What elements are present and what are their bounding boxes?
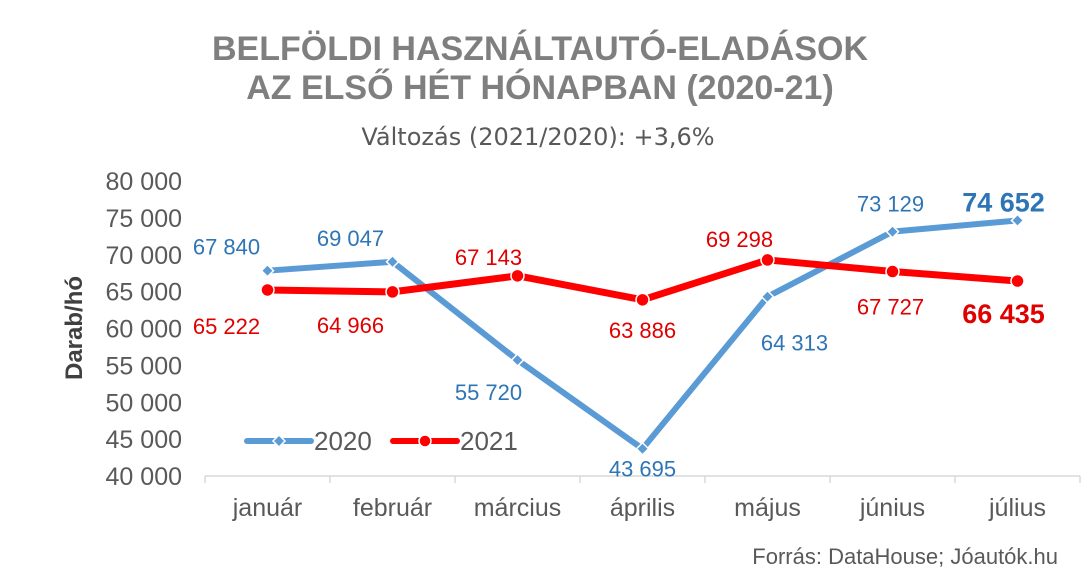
data-point-2020: [635, 441, 650, 456]
data-point-2021: [385, 284, 400, 300]
legend: 2020 2021: [244, 426, 518, 456]
data-label-2020: 55 720: [455, 380, 522, 405]
data-label-2020: 73 129: [857, 192, 924, 217]
x-tick-label: július: [988, 494, 1046, 522]
y-tick-label: 80 000: [106, 168, 182, 196]
series-data-labels: 67 840 69 047 55 720 43 695 64 313 73 129 74 6…: [193, 187, 1045, 481]
data-label-2020: 67 840: [193, 235, 260, 260]
data-point-2021: [635, 292, 650, 308]
data-label-2021: 67 143: [455, 245, 522, 270]
y-axis: 40 000 45 000 50 000 55 000 60 000 65 000 70 0…: [106, 168, 182, 491]
y-tick-label: 50 000: [106, 389, 182, 417]
data-point-2021: [1010, 273, 1025, 289]
data-label-2021: 67 727: [857, 295, 924, 320]
data-label-2020: 43 695: [609, 457, 676, 482]
data-label-2020: 69 047: [317, 226, 384, 251]
y-tick-label: 60 000: [106, 316, 182, 344]
x-tick-label: április: [610, 494, 675, 522]
data-point-2020: [260, 263, 275, 278]
data-label-2021: 64 966: [317, 313, 384, 338]
data-point-2020: [1010, 213, 1025, 228]
data-label-2021: 69 298: [706, 227, 773, 252]
data-label-2021: 63 886: [609, 318, 676, 343]
x-tick-label: március: [474, 494, 562, 522]
data-label-2021: 65 222: [193, 314, 260, 339]
data-point-2021: [885, 264, 900, 279]
legend-item-2021: 2021: [390, 426, 518, 456]
x-tick-label: február: [353, 494, 432, 522]
y-tick-label: 55 000: [106, 352, 182, 380]
y-tick-label: 75 000: [106, 205, 182, 233]
legend-marker-2021: [418, 434, 432, 448]
x-tick-label: január: [232, 494, 303, 522]
legend-item-2020: 2020: [244, 426, 372, 456]
legend-marker-2020: [271, 433, 287, 449]
y-tick-label: 40 000: [106, 463, 182, 491]
data-label-2020: 74 652: [962, 187, 1045, 217]
source-note: Forrás: DataHouse; Jóautók.hu: [752, 544, 1058, 569]
y-tick-label: 65 000: [106, 279, 182, 307]
chart-title-line1: BELFÖLDI HASZNÁLTAUTÓ-ELADÁSOK: [212, 30, 868, 68]
chart-title-line2: AZ ELSŐ HÉT HÓNAPBAN (2020-21): [246, 69, 834, 107]
data-point-2020: [885, 224, 900, 239]
series-markers: [260, 213, 1025, 456]
data-point-2021: [260, 282, 275, 298]
y-tick-label: 45 000: [106, 426, 182, 454]
x-tick-label: május: [734, 494, 801, 522]
data-point-2020: [510, 353, 525, 368]
chart-subtitle: Változás (2021/2020): +3,6%: [361, 123, 714, 151]
x-tick-label: június: [859, 494, 925, 522]
data-label-2021: 66 435: [962, 299, 1045, 329]
data-label-2020: 64 313: [761, 331, 828, 356]
y-axis-label: Darab/hó: [61, 276, 88, 380]
data-point-2021: [760, 252, 775, 268]
data-point-2021: [510, 268, 525, 284]
legend-label-2020: 2020: [314, 426, 372, 456]
y-tick-label: 70 000: [106, 242, 182, 270]
data-point-2020: [760, 289, 775, 304]
legend-label-2021: 2021: [460, 426, 518, 456]
x-axis: január február március április május június jú…: [204, 476, 1081, 522]
data-point-2020: [385, 254, 400, 269]
